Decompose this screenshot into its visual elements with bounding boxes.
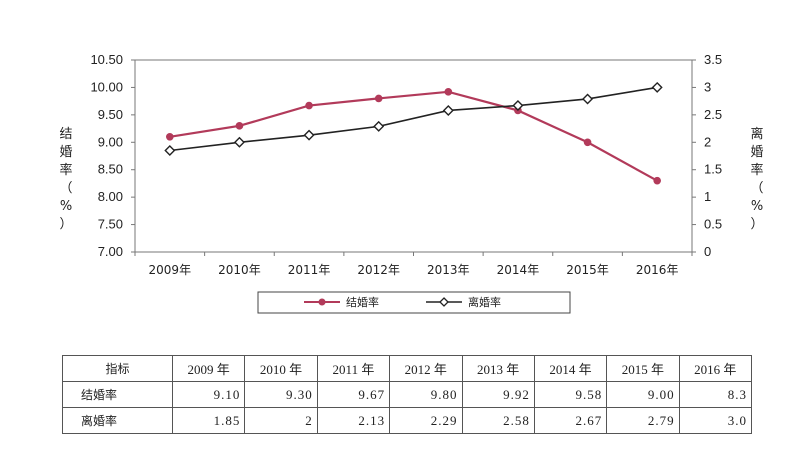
data-point-marriage-rate: [166, 133, 174, 141]
left-axis-title: 结婚率 （% ）: [59, 127, 72, 232]
data-table: 指标 2009 年 2010 年 2011 年 2012 年 2013 年 20…: [62, 355, 753, 434]
table-cell: 2: [244, 407, 318, 434]
table-column-header: 2013 年: [461, 355, 535, 382]
table-corner-label: 指标: [62, 355, 173, 382]
right-axis-title: 离婚率 （% ）: [750, 126, 763, 232]
legend-divorce-marker: [439, 297, 449, 307]
table-cell: 9.92: [461, 381, 535, 408]
left-tick-label: 9.50: [98, 107, 123, 122]
left-axis-title-char: （: [59, 181, 72, 196]
category-tick-label: 2009年: [149, 263, 192, 277]
series-lines: [164, 81, 663, 185]
table-cell: 9.10: [171, 381, 246, 408]
table-column-header: 2011 年: [316, 355, 391, 382]
category-tick-label: 2013年: [427, 263, 470, 277]
series-line-0: [169, 90, 658, 182]
table-cell: 2.29: [389, 407, 463, 434]
data-point-divorce-rate: [512, 100, 524, 112]
table-column-header: 2012 年: [389, 355, 463, 382]
right-axis-title-char: （: [750, 181, 763, 196]
line-chart: 7.00 7.50 8.00 8.50 9.00 9.50 10.00 10.50 0 0.5 1…: [59, 52, 764, 314]
right-tick-label: 3: [704, 79, 711, 94]
category-tick-label: 2010年: [218, 263, 261, 277]
left-tick-label: 8.00: [98, 189, 123, 204]
left-axis-title-char: ）: [59, 217, 72, 232]
data-point-divorce-rate: [233, 136, 245, 148]
table-row: 结婚率 9.10 9.30 9.67 9.80 9.92 9.58 9.00 8…: [62, 381, 753, 408]
data-point-divorce-rate: [164, 145, 176, 157]
right-tick-label: 1: [704, 189, 711, 204]
legend-box: [257, 291, 571, 314]
left-axis-title-char: 率: [59, 162, 72, 178]
data-point-marriage-rate: [444, 88, 453, 96]
table-cell: 9.00: [606, 381, 680, 408]
table-cell: 9.67: [316, 381, 391, 408]
table-column-header: 2009 年: [171, 355, 246, 382]
table-header-row: 指标 2009 年 2010 年 2011 年 2012 年 2013 年 20…: [62, 355, 753, 382]
right-tick-label: 3.5: [704, 52, 722, 67]
data-point-divorce-rate: [651, 81, 663, 93]
table-column-header: 2010 年: [244, 355, 318, 382]
table-cell: 2.58: [461, 407, 535, 434]
data-point-divorce-rate: [582, 93, 594, 105]
right-tick-label: 2.5: [704, 107, 722, 122]
category-tick-label: 2012年: [357, 263, 400, 277]
data-point-marriage-rate: [305, 101, 313, 110]
table-cell: 9.58: [533, 381, 608, 408]
left-tick-label: 10.00: [90, 79, 123, 94]
right-tick-label: 2: [704, 134, 711, 149]
data-point-marriage-rate: [374, 94, 383, 103]
right-axis-title-char: 率: [750, 162, 763, 178]
table-row-label: 结婚率: [62, 381, 173, 408]
table-cell: 9.30: [244, 381, 318, 408]
data-point-marriage-rate: [653, 176, 661, 185]
left-tick-label: 7.00: [98, 244, 123, 259]
category-tick-label: 2014年: [497, 263, 540, 277]
data-point-marriage-rate: [235, 122, 244, 130]
category-tick-label: 2011年: [288, 263, 331, 277]
legend-marriage-label: 结婚率: [346, 295, 379, 309]
table-cell: 2.13: [316, 407, 391, 434]
right-axis-title-char: 婚: [750, 145, 763, 160]
right-axis-title-char: %: [751, 199, 763, 214]
table-column-header: 2016 年: [678, 355, 753, 382]
data-point-divorce-rate: [303, 129, 315, 141]
data-point-divorce-rate: [373, 120, 385, 132]
table-column-header: 2014 年: [533, 355, 608, 382]
left-tick-label: 9.00: [98, 134, 123, 149]
category-axis-ticks: 2009年 2010年 2011年 2012年 2013年 2014年 2015年 2016年: [134, 252, 693, 277]
right-axis-title-char: 离: [750, 126, 763, 142]
right-axis-title-char: ）: [750, 217, 763, 232]
right-tick-label: 1.5: [704, 162, 722, 177]
left-axis-title-char: 结: [59, 127, 72, 142]
table-cell: 9.80: [389, 381, 463, 408]
left-axis-title-char: %: [60, 199, 72, 214]
table-column-header: 2015 年: [606, 355, 680, 382]
table-cell: 2.67: [533, 407, 608, 434]
table-cell: 2.79: [606, 407, 680, 434]
left-axis-ticks: 7.00 7.50 8.00 8.50 9.00 9.50 10.00 10.50: [90, 52, 135, 259]
data-point-divorce-rate: [442, 104, 454, 116]
category-tick-label: 2016年: [636, 263, 679, 277]
category-tick-label: 2015年: [566, 263, 609, 277]
table-cell: 3.0: [678, 407, 753, 434]
series-line-1: [169, 86, 658, 152]
table-row: 离婚率 1.85 2 2.13 2.29 2.58 2.67 2.79 3.0: [62, 407, 753, 434]
plot-area: [134, 59, 693, 253]
legend: 结婚率 离婚率: [257, 291, 571, 314]
right-tick-label: 0: [704, 244, 711, 259]
table-cell: 8.3: [678, 381, 753, 408]
data-point-marriage-rate: [583, 138, 592, 147]
left-tick-label: 7.50: [98, 217, 123, 232]
right-tick-label: 0.5: [704, 217, 722, 232]
legend-divorce-label: 离婚率: [468, 295, 501, 309]
right-axis-ticks: 0 0.5 1 1.5 2 2.5 3 3.5: [692, 52, 722, 259]
table-row-label: 离婚率: [62, 407, 173, 434]
left-tick-label: 10.50: [90, 52, 123, 67]
left-axis-title-char: 婚: [59, 145, 72, 160]
table-cell: 1.85: [171, 407, 246, 434]
legend-marriage-marker: [318, 298, 326, 306]
left-tick-label: 8.50: [98, 162, 123, 177]
